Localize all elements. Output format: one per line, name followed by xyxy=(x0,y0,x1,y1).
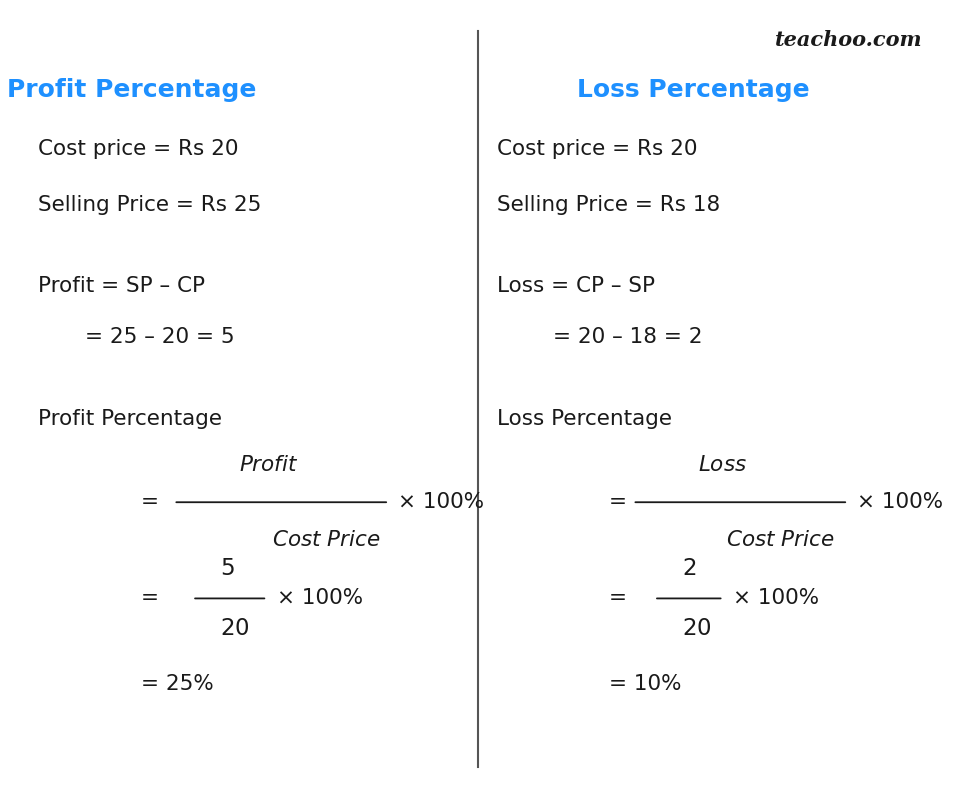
Text: Selling Price = Rs 25: Selling Price = Rs 25 xyxy=(37,195,261,215)
Text: × 100%: × 100% xyxy=(399,492,485,512)
Text: teachoo.com: teachoo.com xyxy=(775,30,923,50)
Text: $\it{Profit}$: $\it{Profit}$ xyxy=(239,455,298,475)
Text: $\it{Cost\ Price}$: $\it{Cost\ Price}$ xyxy=(272,530,380,550)
Text: × 100%: × 100% xyxy=(733,588,819,608)
Text: Profit Percentage: Profit Percentage xyxy=(37,409,222,429)
Text: Loss Percentage: Loss Percentage xyxy=(497,409,672,429)
Text: = 10%: = 10% xyxy=(609,674,682,694)
Text: × 100%: × 100% xyxy=(858,492,944,512)
Text: =: = xyxy=(609,492,627,512)
Text: = 20 – 18 = 2: = 20 – 18 = 2 xyxy=(553,327,703,347)
Text: =: = xyxy=(141,492,159,512)
Text: =: = xyxy=(609,588,627,608)
Text: Cost price = Rs 20: Cost price = Rs 20 xyxy=(497,139,697,159)
Text: $2$: $2$ xyxy=(683,557,697,580)
Text: Cost price = Rs 20: Cost price = Rs 20 xyxy=(37,139,238,159)
Text: $20$: $20$ xyxy=(683,617,712,640)
Text: × 100%: × 100% xyxy=(276,588,362,608)
Text: = 25%: = 25% xyxy=(141,674,213,694)
Text: Selling Price = Rs 18: Selling Price = Rs 18 xyxy=(497,195,720,215)
Text: Loss Percentage: Loss Percentage xyxy=(577,78,810,102)
Text: Profit Percentage: Profit Percentage xyxy=(7,78,256,102)
Text: $\it{Cost\ Price}$: $\it{Cost\ Price}$ xyxy=(727,530,835,550)
Text: $5$: $5$ xyxy=(220,557,235,580)
Text: $20$: $20$ xyxy=(220,617,250,640)
Text: $\it{Loss}$: $\it{Loss}$ xyxy=(698,455,748,475)
Text: =: = xyxy=(141,588,159,608)
Text: = 25 – 20 = 5: = 25 – 20 = 5 xyxy=(84,327,234,347)
Text: Profit = SP – CP: Profit = SP – CP xyxy=(37,276,205,296)
Text: Loss = CP – SP: Loss = CP – SP xyxy=(497,276,655,296)
